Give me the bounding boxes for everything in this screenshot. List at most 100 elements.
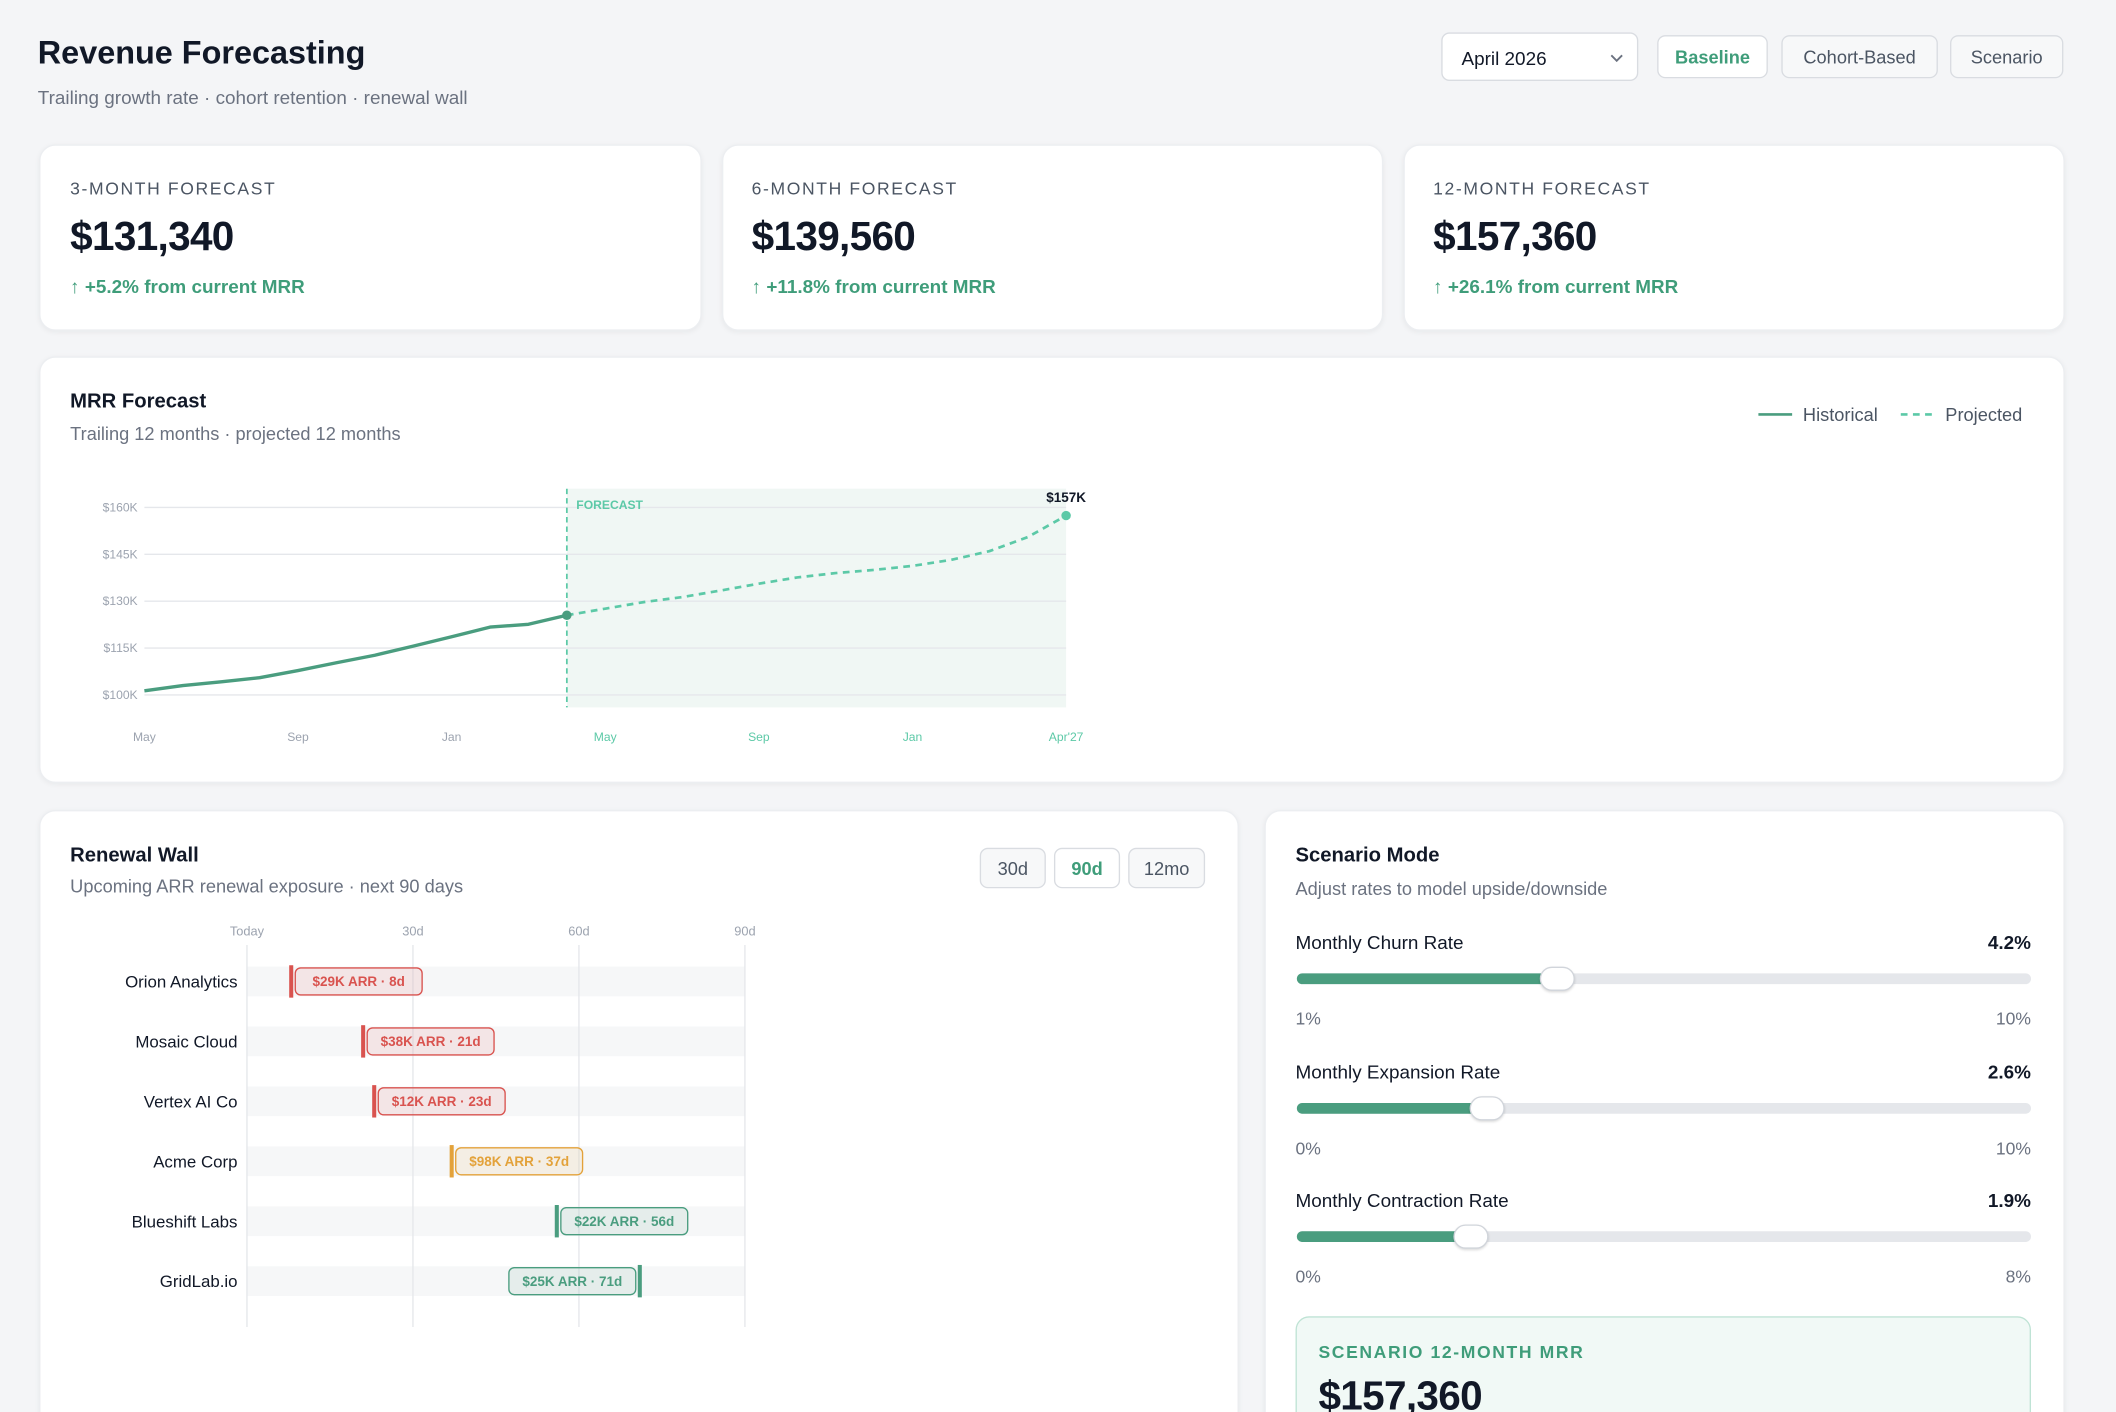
y-tick-label: $160K	[103, 500, 138, 514]
kpi-card: 3-MONTH FORECAST $131,340 ↑ +5.2% from c…	[39, 144, 702, 331]
row-band	[246, 966, 745, 997]
renewal-tag	[377, 1087, 506, 1116]
x-tick-label: Sep	[287, 730, 309, 744]
renewal-marker	[554, 1205, 559, 1238]
y-tick-label: $130K	[103, 594, 138, 608]
mode-button[interactable]: Baseline	[1657, 35, 1768, 79]
kpi-delta: ↑ +5.2% from current MRR	[70, 275, 305, 297]
card-title: Renewal Wall	[70, 843, 199, 867]
slider-label: Monthly Contraction Rate	[1295, 1189, 1509, 1211]
account-name: Mosaic Cloud	[135, 1032, 237, 1051]
row-band	[246, 1146, 745, 1177]
row-band	[246, 1026, 745, 1057]
renewal-tag	[366, 1027, 495, 1056]
slider-label: Monthly Expansion Rate	[1295, 1060, 1501, 1083]
x-tick-label: Today	[230, 924, 265, 939]
kpi-delta: ↑ +26.1% from current MRR	[1433, 275, 1679, 297]
series-line	[144, 613, 568, 693]
card-title: Scenario Mode	[1295, 843, 1440, 867]
kpi-value: $139,560	[751, 214, 916, 260]
y-tick-label: $100K	[103, 688, 138, 702]
row-band	[246, 1266, 745, 1296]
x-tick-label: May	[594, 730, 618, 744]
period-text: April 2026	[1461, 47, 1547, 69]
kpi-value: $131,340	[70, 214, 234, 260]
kpi-value: $157,360	[1433, 214, 1597, 260]
renewal-label: $25K ARR · 71d	[522, 1274, 622, 1289]
slider-thumb[interactable]	[1540, 966, 1576, 991]
mode-button[interactable]: Scenario	[1950, 35, 2064, 79]
scenario-result: SCENARIO 12-MONTH MRR $157,360	[1295, 1316, 2031, 1412]
slider-max: 10%	[1995, 1008, 2031, 1029]
slider-fill	[1296, 973, 1558, 985]
slider-max: 8%	[2005, 1266, 2031, 1287]
range-button[interactable]: 90d	[1053, 847, 1121, 889]
renewal-marker	[289, 965, 294, 998]
slider-min: 0%	[1295, 1266, 1321, 1287]
x-tick-label: Apr'27	[1049, 730, 1084, 744]
x-tick-label: Jan	[442, 730, 462, 744]
renewal-label: $98K ARR · 37d	[469, 1154, 569, 1169]
y-tick-label: $145K	[103, 547, 138, 561]
account-name: Vertex AI Co	[144, 1092, 238, 1111]
period-select[interactable]: April 2026	[1441, 32, 1639, 81]
renewal-tag	[455, 1147, 584, 1176]
slider-track	[1296, 973, 2031, 985]
slider-min: 1%	[1295, 1008, 1321, 1029]
renewal-marker	[637, 1264, 642, 1298]
x-tick-label: 30d	[402, 924, 423, 939]
renewal-label: $22K ARR · 56d	[574, 1214, 674, 1229]
result-value: $157,360	[1318, 1374, 1482, 1412]
card-subtitle: Upcoming ARR renewal exposure · next 90 …	[70, 876, 464, 897]
range-button[interactable]: 12mo	[1128, 847, 1206, 889]
slider-label: Monthly Churn Rate	[1295, 931, 1464, 954]
x-tick-label: Jan	[903, 730, 923, 744]
slider-min: 0%	[1295, 1137, 1321, 1158]
slider-track	[1296, 1102, 2031, 1114]
renewal-tag	[560, 1207, 689, 1236]
x-tick-label: Sep	[748, 730, 770, 744]
kpi-delta: ↑ +11.8% from current MRR	[751, 275, 996, 297]
slider-thumb[interactable]	[1453, 1224, 1489, 1249]
account-name: Blueshift Labs	[132, 1212, 238, 1231]
card-title: MRR Forecast	[70, 390, 207, 414]
x-tick-label: 60d	[568, 924, 589, 939]
page-subtitle: Trailing growth rate · cohort retention …	[37, 86, 468, 108]
slider-value: 4.2%	[1987, 931, 2031, 954]
kpi-label: 3-MONTH FORECAST	[70, 178, 277, 199]
renewal-marker	[361, 1025, 366, 1058]
row-band	[246, 1086, 745, 1117]
x-tick-label: 90d	[734, 924, 755, 939]
row-band	[246, 1206, 745, 1237]
page-title: Revenue Forecasting	[37, 35, 366, 72]
forecast-region	[566, 488, 1067, 708]
forecast-annotation: FORECAST	[576, 498, 643, 512]
slider-fill	[1296, 1102, 1488, 1114]
mode-button[interactable]: Cohort-Based	[1781, 35, 1938, 79]
renewal-label: $12K ARR · 23d	[392, 1094, 492, 1109]
chevron	[1610, 54, 1623, 63]
end-point	[1061, 510, 1071, 521]
forecast-start	[562, 610, 572, 620]
renewal-tag	[508, 1266, 637, 1296]
slider-fill	[1296, 1231, 1472, 1242]
account-name: GridLab.io	[160, 1272, 238, 1291]
result-label: SCENARIO 12-MONTH MRR	[1318, 1341, 1585, 1363]
slider-track	[1296, 1231, 2031, 1242]
slider-value: 1.9%	[1987, 1189, 2031, 1211]
account-name: Acme Corp	[153, 1152, 237, 1171]
slider-value: 2.6%	[1987, 1060, 2031, 1083]
slider-max: 10%	[1995, 1137, 2031, 1158]
y-tick-label: $115K	[103, 641, 137, 655]
slider-thumb[interactable]	[1470, 1095, 1506, 1120]
legend-label: Historical	[1803, 405, 1878, 425]
renewal-tag	[294, 967, 423, 996]
kpi-label: 12-MONTH FORECAST	[1433, 178, 1651, 199]
kpi-label: 6-MONTH FORECAST	[751, 178, 958, 199]
legend-label: Projected	[1945, 405, 2022, 425]
range-button[interactable]: 30d	[979, 847, 1046, 889]
kpi-card: 12-MONTH FORECAST $157,360 ↑ +26.1% from…	[1403, 144, 2065, 331]
renewal-marker	[449, 1145, 454, 1178]
